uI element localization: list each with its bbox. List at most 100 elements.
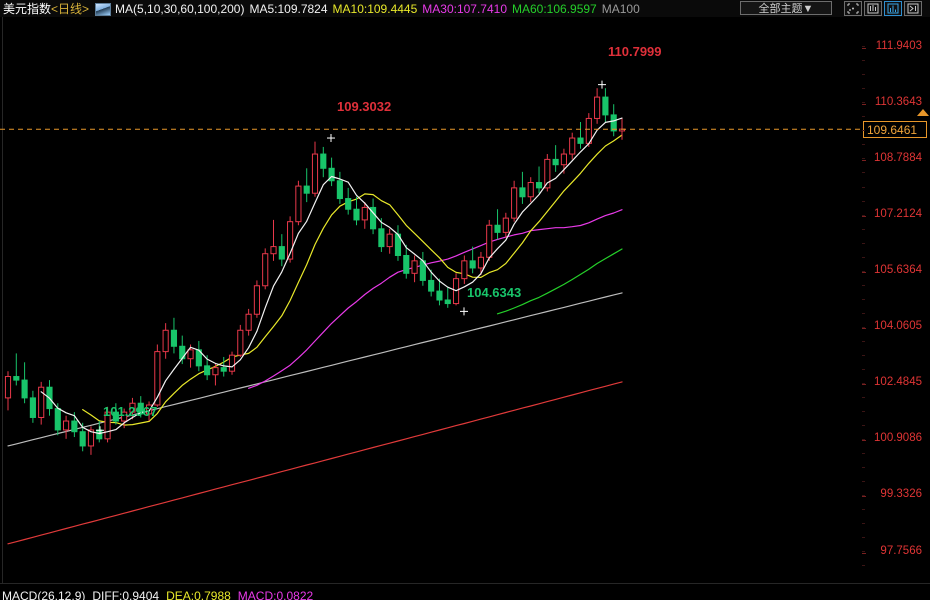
candle-up-hollow — [560, 153, 567, 166]
candle-up-hollow — [38, 386, 45, 418]
price-tick-mark — [862, 159, 866, 161]
price-tick-minor — [862, 46, 865, 48]
price-tick-mark — [862, 103, 866, 105]
ma5-line — [40, 117, 623, 435]
macd-diff: DIFF:0.9404 — [92, 589, 160, 600]
candle-down-filled — [220, 367, 227, 372]
candle-up-hollow — [4, 376, 12, 399]
candle-down-filled — [494, 224, 501, 233]
candle-down-filled — [345, 198, 352, 210]
price-tick-minor — [862, 452, 865, 454]
price-tick-label: 104.0605 — [874, 320, 922, 333]
price-tick-minor — [862, 284, 865, 286]
candle-up-hollow — [245, 313, 252, 331]
candle-down-filled — [13, 376, 20, 381]
candle-up-hollow — [527, 182, 534, 198]
candle-down-filled — [328, 167, 335, 182]
price-tick-label: 110.3643 — [874, 95, 922, 108]
candle-up-hollow — [287, 221, 294, 260]
price-tick-minor — [862, 200, 865, 202]
price-tick-minor — [862, 523, 865, 525]
annotation-high-mid: 109.3032 — [337, 99, 392, 114]
histogram-icon[interactable] — [884, 1, 902, 16]
price-tick-minor — [862, 565, 865, 567]
price-tick-minor — [862, 74, 865, 76]
price-tick-minor — [862, 326, 865, 328]
candle-down-filled — [137, 402, 144, 415]
price-axis[interactable]: 109.6461 111.9403 110.3643 108.7884 107.212… — [862, 17, 930, 583]
price-tick-label: 102.4845 — [874, 376, 922, 389]
ma60-readout: MA60:106.9597 — [512, 1, 597, 16]
candle-down-filled — [29, 397, 36, 418]
price-tick-minor — [862, 256, 865, 258]
price-chart-plot[interactable] — [0, 17, 863, 583]
price-tick-minor — [862, 396, 865, 398]
price-tick-minor — [862, 172, 865, 174]
price-tick-minor — [862, 88, 865, 90]
price-tick-mark — [862, 215, 866, 217]
chart-header-bar: 美元指数<日线> MA(5,10,30,60,100,200) MA5:109.… — [0, 0, 930, 17]
candle-down-filled — [320, 153, 327, 169]
ma10-readout: MA10:109.4445 — [332, 1, 418, 16]
candle-up-hollow — [295, 185, 302, 223]
marker-low-left — [96, 426, 104, 435]
price-tick-label: 99.3326 — [880, 488, 922, 501]
candle-up-hollow — [411, 260, 418, 274]
jump-to-end-icon[interactable] — [904, 1, 922, 16]
candle-down-filled — [602, 96, 609, 116]
price-tick-minor — [862, 312, 865, 314]
candle-up-hollow — [569, 137, 576, 155]
macd-readout-row: MACD(26,12,9) DIFF:0.9404 DEA:0.7988 MACD:0… — [2, 589, 320, 600]
price-tick-minor — [862, 438, 865, 440]
ma30-line — [248, 209, 623, 389]
candle-down-filled — [21, 379, 28, 399]
candle-up-hollow — [162, 329, 169, 353]
ma30-readout: MA30:107.7410 — [422, 1, 507, 16]
ma100-readout: MA100 — [601, 1, 640, 16]
candle-up-hollow — [104, 411, 111, 440]
price-tick-minor — [862, 537, 865, 539]
candle-up-hollow — [477, 256, 485, 269]
price-tick-minor — [862, 467, 865, 469]
price-tick-minor — [862, 509, 865, 511]
candle-up-hollow — [486, 224, 493, 258]
price-tick-mark — [862, 552, 866, 554]
price-tick-minor — [862, 368, 865, 370]
price-tick-label: 108.7884 — [874, 151, 922, 164]
candle-up-hollow — [311, 153, 319, 194]
candle-down-filled — [71, 420, 78, 433]
candle-up-hollow — [212, 367, 219, 376]
candle-up-hollow — [187, 349, 194, 360]
price-tick-minor — [862, 481, 865, 483]
candle-down-filled — [577, 137, 584, 144]
candle-down-filled — [96, 429, 103, 440]
candle-up-hollow — [237, 329, 244, 356]
symbol-title[interactable]: 美元指数<日线> — [0, 0, 89, 17]
chart-layout-icon[interactable] — [864, 1, 882, 16]
price-tick-minor — [862, 354, 865, 356]
current-price-tag[interactable]: 109.6461 — [863, 121, 927, 139]
candle-down-filled — [610, 114, 617, 132]
price-tick-minor — [862, 102, 865, 104]
indicator-label: MA(5,10,30,60,100,200) — [115, 1, 245, 16]
candle-down-filled — [444, 299, 451, 305]
price-tick-mark — [862, 47, 866, 49]
crosshair-icon[interactable] — [844, 1, 862, 16]
price-tick-minor — [862, 382, 865, 384]
candle-down-filled — [370, 206, 377, 230]
price-tick-minor — [862, 495, 865, 497]
candle-down-filled — [79, 431, 86, 447]
candle-down-filled — [535, 182, 543, 189]
price-tick-minor — [862, 116, 865, 118]
candle-up-hollow — [361, 206, 368, 221]
price-tick-label: 105.6364 — [874, 264, 922, 276]
candle-down-filled — [54, 408, 61, 431]
price-chart-canvas[interactable] — [0, 17, 862, 583]
candlestick-icon[interactable] — [95, 3, 112, 16]
candle-up-hollow — [87, 429, 95, 447]
price-tick-mark — [862, 384, 866, 386]
theme-dropdown[interactable]: 全部主题▼ — [740, 1, 832, 15]
macd-panel[interactable]: MACD(26,12,9) DIFF:0.9404 DEA:0.7988 MACD:0… — [0, 583, 930, 600]
ma5-readout: MA5:109.7824 — [249, 1, 328, 16]
annotation-low-left: 101.2967 — [103, 404, 158, 419]
